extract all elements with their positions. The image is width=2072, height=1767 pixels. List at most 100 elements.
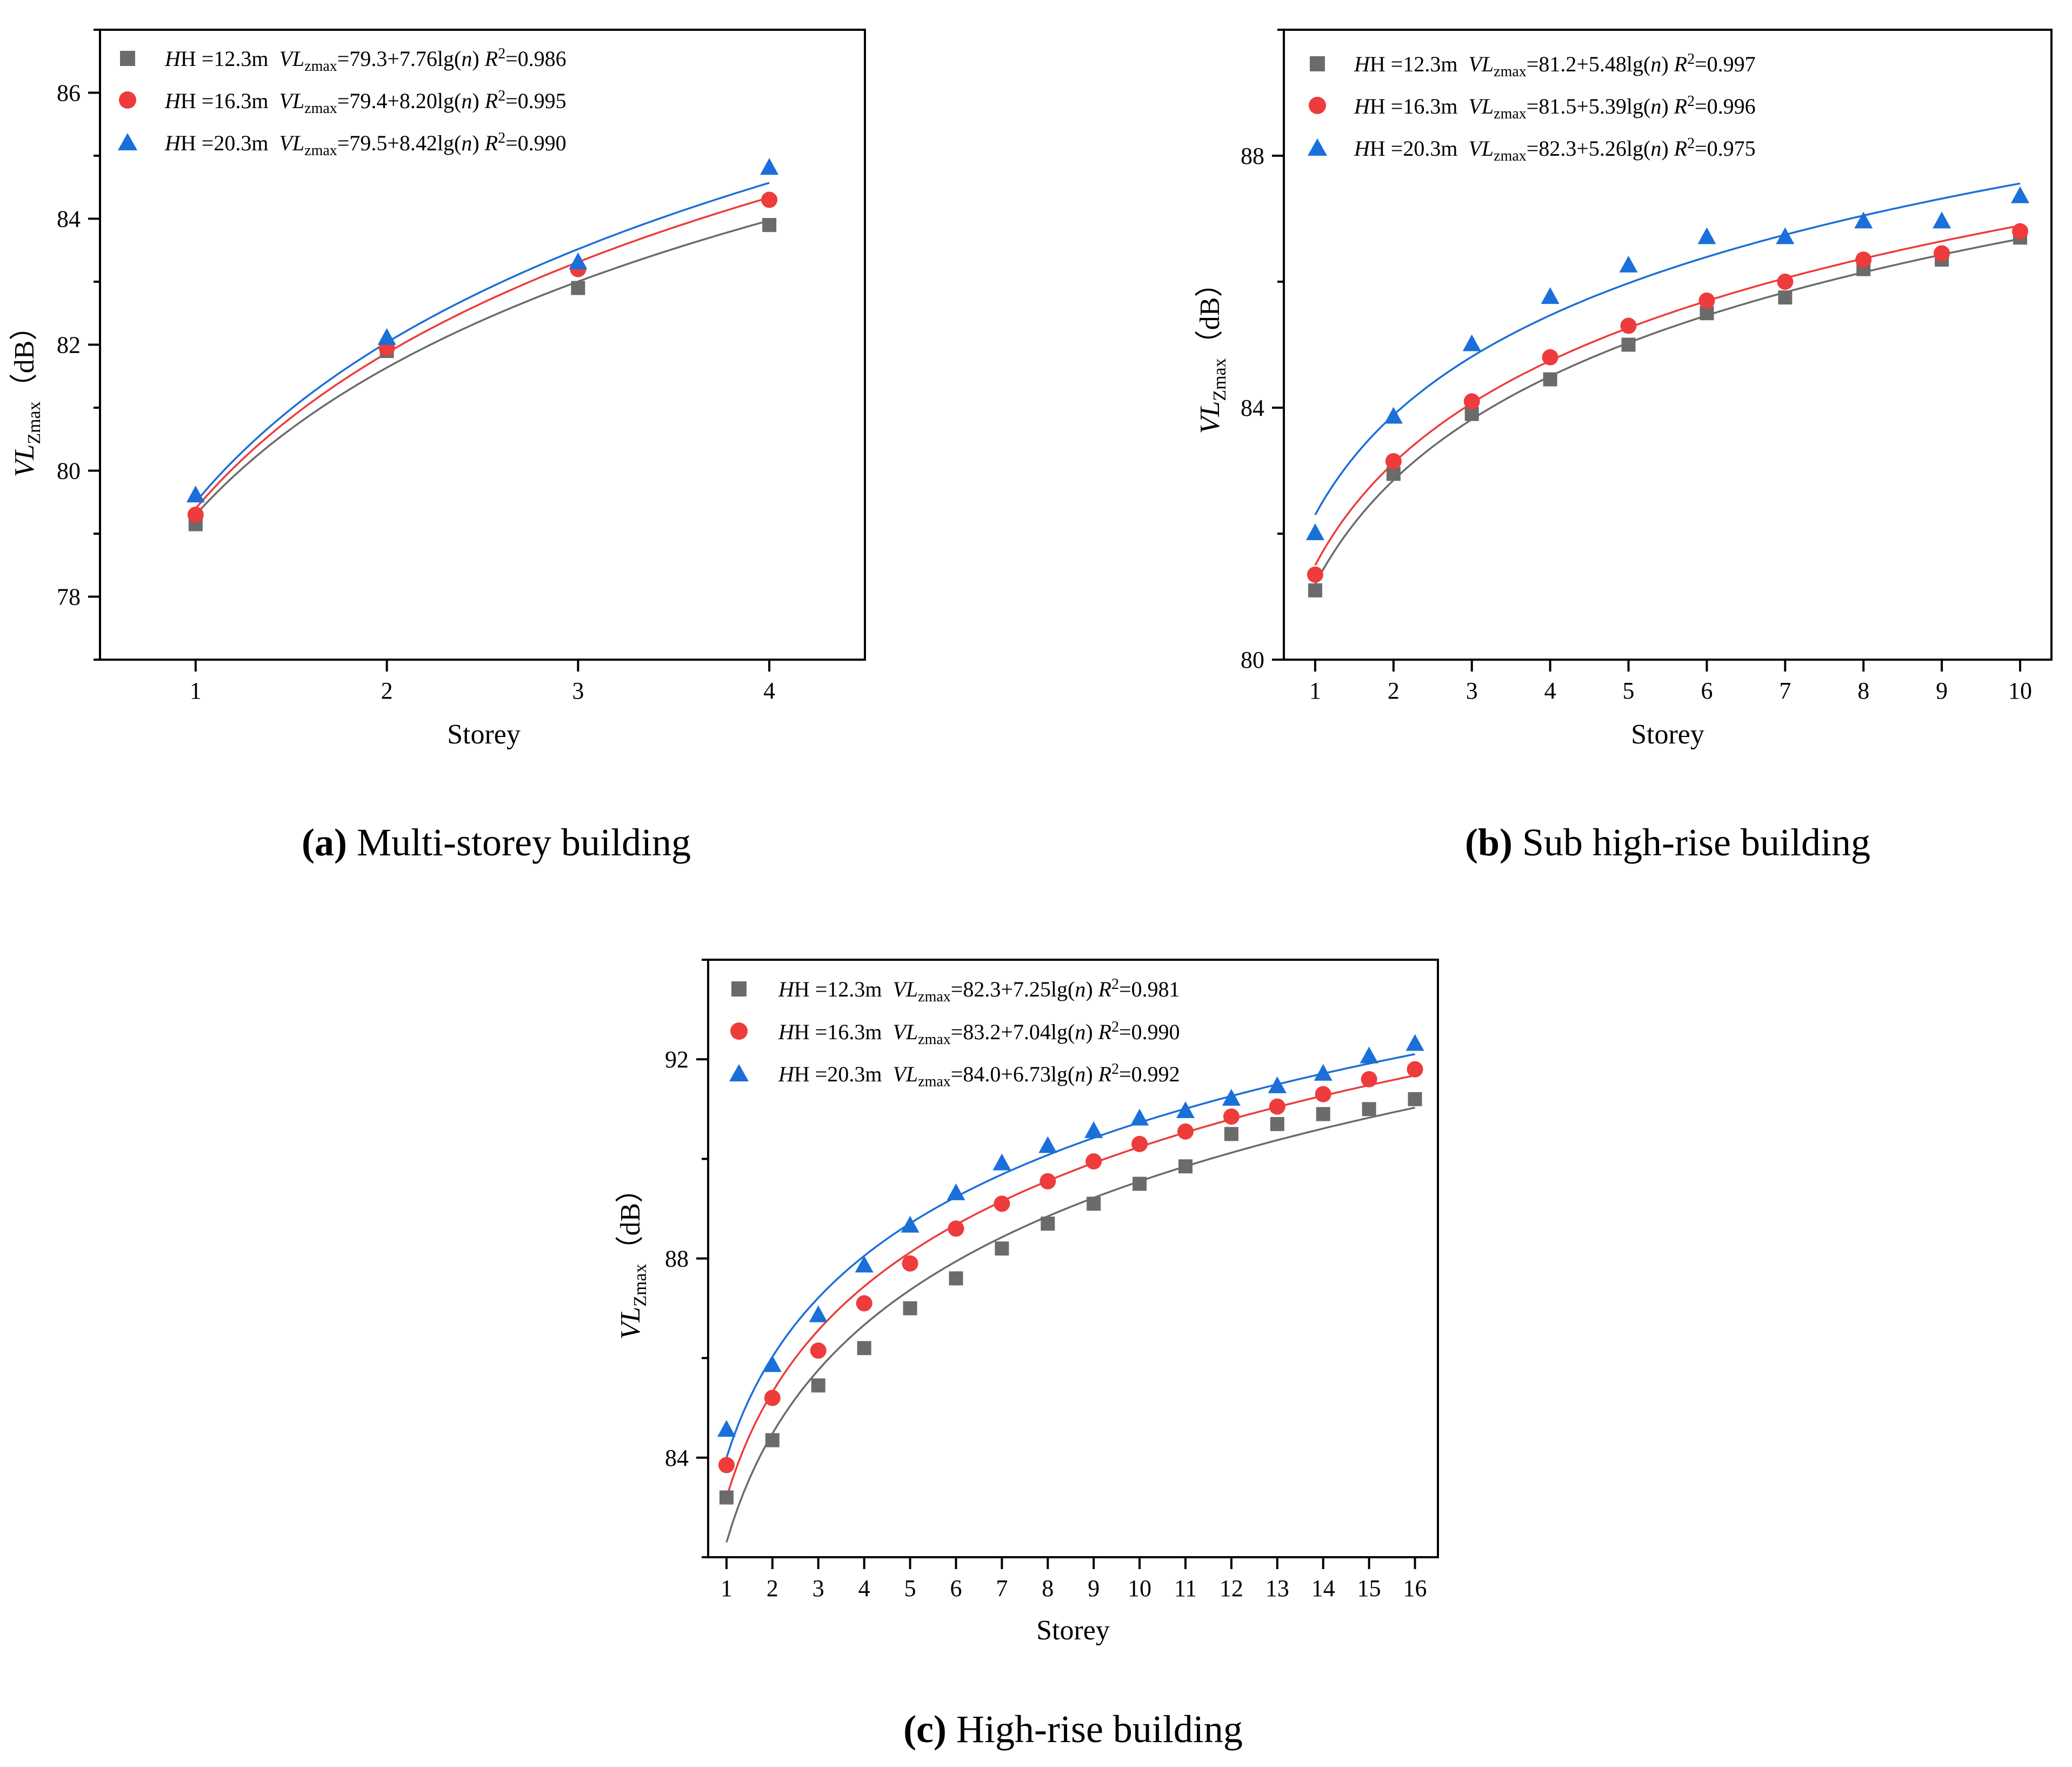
panel-b-legend-item-1: HH =12.3m VLzmax=81.2+5.48lg(n) R2=0.997 — [1310, 51, 1756, 80]
panel-b-x-tick-label: 9 — [1936, 677, 1948, 704]
panel-b-legend-item-3: HH =20.3m VLzmax=82.3+5.26lg(n) R2=0.975 — [1308, 135, 1756, 164]
panel-a-legend-item-2: HH =16.3m VLzmax=79.4+8.20lg(n) R2=0.995 — [119, 88, 567, 117]
panel-a-legend-entry-3: HH =20.3m VLzmax=79.5+8.42lg(n) R2=0.990 — [164, 130, 567, 159]
panel-a-square-point — [571, 281, 585, 295]
panel-b-legend-item-2: HH =16.3m VLzmax=81.5+5.39lg(n) R2=0.996 — [1309, 93, 1756, 122]
panel-c-circle-point — [948, 1220, 964, 1237]
panel-c-circle-point — [764, 1390, 781, 1406]
panel-b-triangle-point — [1933, 211, 1951, 229]
panel-a-y-tick-label: 78 — [57, 584, 81, 610]
panel-c-circle-point — [1131, 1135, 1148, 1152]
panel-a-fit-curve-2 — [195, 196, 770, 509]
panel-b-circle-point — [2012, 223, 2029, 240]
panel-b-square-point — [1308, 583, 1322, 597]
svg-text:VLZmax（dB）: VLZmax（dB） — [1195, 269, 1230, 434]
panel-a-legend-triangle-marker — [118, 133, 137, 150]
panel-b-square-point — [1621, 337, 1636, 352]
panel-c-square-point — [857, 1341, 871, 1356]
panel-c-y-tick-label: 84 — [665, 1445, 689, 1471]
panel-a-circle-point — [761, 191, 778, 208]
panel-a-legend-entry-2: HH =16.3m VLzmax=79.4+8.20lg(n) R2=0.995 — [164, 88, 567, 117]
panel-c-triangle-point — [1268, 1076, 1287, 1093]
panel-c-legend: HH =12.3m VLzmax=82.3+7.25lg(n) R2=0.981… — [729, 976, 1180, 1090]
panel-b-circle-point — [1463, 393, 1480, 410]
panel-b-y-tick-label: 80 — [1241, 647, 1264, 673]
panel-a-xlabel: Storey — [447, 719, 521, 750]
panel-c-square-point — [903, 1301, 917, 1316]
panel-c-legend-entry-1: HH =12.3m VLzmax=82.3+7.25lg(n) R2=0.981 — [778, 976, 1180, 1005]
panel-b-ylabel: VLZmax（dB） — [1195, 269, 1230, 434]
panel-c-triangle-point — [809, 1305, 828, 1323]
svg-text:VLZmax（dB）: VLZmax（dB） — [9, 313, 44, 477]
panel-b-legend-entry-2: HH =16.3m VLzmax=81.5+5.39lg(n) R2=0.996 — [1354, 93, 1756, 122]
panel-b-fit-curve-3 — [1314, 182, 2021, 515]
panel-b-circle-point — [1698, 292, 1715, 309]
panel-b-ylabel-sub: Zmax — [1210, 358, 1230, 401]
panel-a-legend-entry-1: HH =12.3m VLzmax=79.3+7.76lg(n) R2=0.986 — [164, 45, 567, 75]
panel-b-y-tick-label: 84 — [1241, 395, 1264, 421]
panel-b-triangle-point — [1697, 227, 1716, 244]
panel-c-legend-item-1: HH =12.3m VLzmax=82.3+7.25lg(n) R2=0.981 — [731, 976, 1180, 1005]
panel-a-x-tick-label: 1 — [190, 677, 202, 704]
panel-c-x-tick-label: 4 — [858, 1575, 870, 1602]
panel-c-x-tick-label: 8 — [1042, 1575, 1054, 1602]
panel-b-fit-curve-2 — [1314, 224, 2021, 566]
panel-a-triangle-point — [377, 328, 396, 345]
panel-b-legend-entry-1: HH =12.3m VLzmax=81.2+5.48lg(n) R2=0.997 — [1354, 51, 1756, 80]
svg-text:VLZmax（dB）: VLZmax（dB） — [615, 1175, 650, 1340]
panel-c-triangle-point — [947, 1183, 965, 1200]
panel-c-x-tick-label: 5 — [904, 1575, 916, 1602]
panel-c-legend-item-2: HH =16.3m VLzmax=83.2+7.04lg(n) R2=0.990 — [730, 1019, 1180, 1048]
panel-c-square-point — [1178, 1159, 1193, 1174]
panel-a-legend-item-3: HH =20.3m VLzmax=79.5+8.42lg(n) R2=0.990 — [118, 130, 567, 159]
panel-a-fit-curve-1 — [195, 220, 770, 516]
panel-b-circle-point — [1542, 349, 1558, 366]
panel-c-x-tick-label: 14 — [1311, 1575, 1335, 1602]
panel-b-x-tick-label: 2 — [1388, 677, 1400, 704]
panel-b-circle-point — [1620, 317, 1637, 334]
panel-c-x-tick-label: 1 — [721, 1575, 732, 1602]
panel-c-x-tick-label: 6 — [950, 1575, 962, 1602]
panel-b-legend: HH =12.3m VLzmax=81.2+5.48lg(n) R2=0.997… — [1308, 51, 1756, 164]
panel-a-caption: (a) Multi-storey building — [302, 821, 691, 864]
panel-c-fit-curve-3 — [725, 1053, 1415, 1458]
panel-b-ylabel-main: VL — [1195, 401, 1225, 434]
panel-c-triangle-point — [1360, 1046, 1378, 1064]
panel-c-triangle-point — [901, 1215, 920, 1233]
panel-c-x-tick-label: 12 — [1220, 1575, 1243, 1602]
panel-c-square-point — [995, 1241, 1009, 1256]
panel-c-x-tick-label: 16 — [1403, 1575, 1427, 1602]
panel-c-square-point — [949, 1271, 963, 1286]
panel-c-ylabel-sub: Zmax — [630, 1264, 650, 1306]
panel-c-legend-item-3: HH =20.3m VLzmax=84.0+6.73lg(n) R2=0.992 — [729, 1061, 1180, 1090]
panel-c-triangle-point — [1405, 1034, 1424, 1051]
panel-c-circle-point — [1361, 1071, 1377, 1087]
panel-c-fit-curve-1 — [725, 1106, 1415, 1543]
panel-a-legend-circle-marker — [119, 91, 136, 109]
panel-b-x-tick-label: 8 — [1857, 677, 1869, 704]
panel-b-circle-point — [1307, 566, 1323, 583]
panel-c-triangle-point — [1314, 1064, 1333, 1081]
panel-b-caption: (b) Sub high-rise building — [1465, 821, 1870, 864]
panel-c-triangle-point — [763, 1355, 782, 1372]
panel-a-ylabel-main: VL — [9, 444, 40, 477]
panel-b-axes-frame — [1283, 29, 2053, 661]
panel-c-x-tick-label: 9 — [1088, 1575, 1100, 1602]
panel-c-square-point — [1408, 1092, 1422, 1106]
panel-a-legend-item-1: HH =12.3m VLzmax=79.3+7.76lg(n) R2=0.986 — [120, 45, 567, 75]
panel-c-circle-point — [902, 1255, 918, 1272]
panel-a-plot-area: 1 2 3 4 78 80 82 84 86 — [57, 29, 866, 704]
panel-b-triangle-point — [1541, 287, 1560, 304]
panel-a-y-tick-label: 80 — [57, 458, 81, 484]
panel-b-plot-area: 1 2 3 4 5 6 7 8 9 10 80 84 88 — [1241, 29, 2053, 704]
panel-c-circle-point — [1085, 1153, 1102, 1170]
panel-c-ylabel-unit: （dB） — [615, 1175, 646, 1264]
panel-c-circle-point — [718, 1457, 735, 1473]
panel-c-circle-point — [1177, 1123, 1194, 1140]
panel-b-x-tick-label: 10 — [2008, 677, 2032, 704]
panel-c-square-point — [1224, 1127, 1238, 1141]
panel-b-square-point — [1778, 290, 1793, 305]
panel-a-y-tick-label: 86 — [57, 80, 81, 107]
panel-c-x-tick-label: 3 — [812, 1575, 824, 1602]
